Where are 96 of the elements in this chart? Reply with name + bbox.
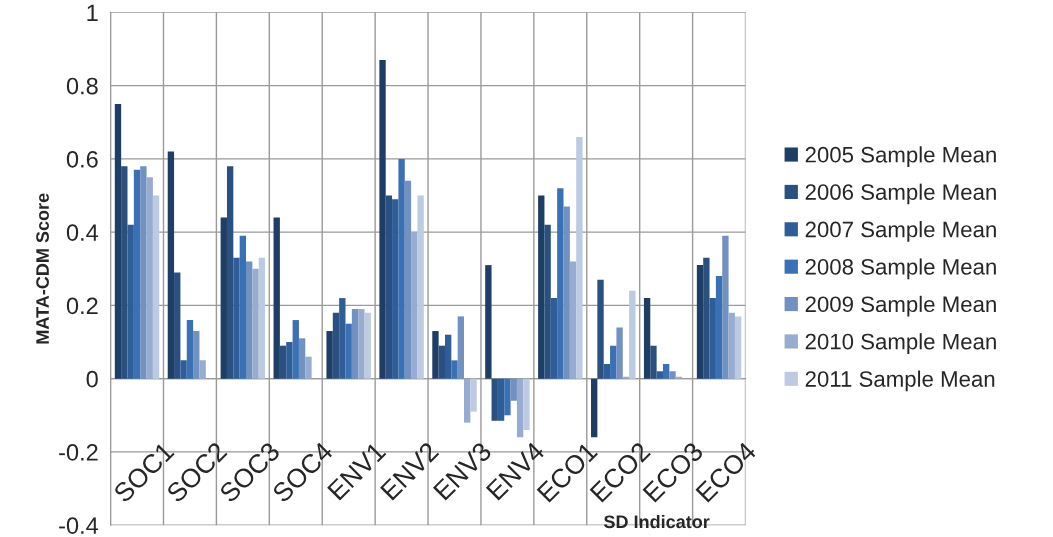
bar <box>298 338 306 379</box>
bar <box>662 364 670 379</box>
bar <box>121 166 128 379</box>
bar <box>457 316 465 379</box>
bar <box>246 261 253 379</box>
legend-label: 2009 Sample Mean <box>805 295 996 317</box>
bar <box>550 298 558 379</box>
bar <box>451 360 458 379</box>
bar <box>557 188 564 379</box>
bar <box>167 151 175 379</box>
bar <box>358 309 365 379</box>
bar <box>516 378 524 438</box>
y-tick-label: 0.4 <box>66 224 99 241</box>
bar <box>398 158 405 379</box>
bar <box>576 136 583 379</box>
bar <box>485 265 492 379</box>
bar <box>233 257 240 379</box>
bar <box>610 345 617 379</box>
bar <box>279 345 287 379</box>
bar <box>703 257 710 379</box>
bar <box>273 217 280 379</box>
bar <box>199 360 206 379</box>
bar <box>339 298 346 379</box>
legend-label: 2005 Sample Mean <box>805 146 996 167</box>
bar <box>523 378 530 430</box>
bar <box>734 316 742 379</box>
bar <box>544 224 551 379</box>
bar <box>411 232 418 379</box>
y-tick-label: -0.4 <box>59 517 99 534</box>
bar <box>591 378 598 438</box>
bar <box>470 378 477 412</box>
bar <box>351 309 359 379</box>
bar <box>114 103 122 379</box>
y-tick-label: 1 <box>87 4 98 21</box>
legend-label: 2011 Sample Mean <box>805 370 995 392</box>
bar <box>722 235 729 379</box>
bar <box>629 290 636 379</box>
bar <box>140 166 147 379</box>
legend-label: 2008 Sample Mean <box>805 258 996 280</box>
bar <box>226 166 234 379</box>
bar <box>379 59 386 379</box>
bar <box>305 356 312 379</box>
y-tick-label: 0 <box>86 370 98 388</box>
bar <box>538 195 545 379</box>
bar <box>603 364 611 379</box>
y-tick-label: 0.8 <box>66 77 98 95</box>
bar <box>510 378 517 401</box>
bar <box>239 235 247 379</box>
y-axis-title: MATA-CDM Score <box>36 193 49 344</box>
bar <box>569 261 577 379</box>
bar <box>491 378 498 421</box>
bar <box>326 331 333 379</box>
bar <box>444 334 452 379</box>
bar <box>392 199 399 379</box>
bar <box>643 298 651 379</box>
x-axis-title: SD Indicator <box>603 514 710 529</box>
bar <box>127 224 134 379</box>
bar <box>292 320 299 379</box>
legend-label: 2007 Sample Mean <box>805 221 996 242</box>
bar <box>597 279 604 379</box>
bar <box>715 276 723 379</box>
bar <box>616 327 623 379</box>
bar <box>650 345 657 379</box>
bar <box>152 195 160 379</box>
bar <box>364 312 371 379</box>
bar <box>432 331 439 379</box>
bar <box>497 378 505 421</box>
bar <box>438 345 445 379</box>
bar <box>174 272 181 379</box>
bar <box>417 195 424 379</box>
bar <box>345 323 352 379</box>
legend-label: 2006 Sample Mean <box>805 183 996 205</box>
bar <box>193 331 200 379</box>
bar <box>656 371 663 379</box>
bar <box>220 217 227 379</box>
y-tick-label: 0.2 <box>66 297 98 315</box>
bar <box>464 378 471 423</box>
bar <box>504 378 511 416</box>
bar <box>180 360 187 379</box>
bar <box>385 195 393 379</box>
bar <box>709 298 716 379</box>
bar <box>146 177 153 379</box>
legend-label: 2010 Sample Mean <box>805 333 996 354</box>
bar <box>133 169 141 379</box>
bar <box>286 342 293 379</box>
bar <box>728 312 735 379</box>
bar <box>563 206 570 379</box>
bar <box>252 268 259 379</box>
bar <box>696 265 704 379</box>
y-tick-label: -0.2 <box>59 443 98 461</box>
bar <box>258 257 266 379</box>
bar <box>669 371 676 379</box>
bar <box>186 320 194 379</box>
bar <box>404 180 412 379</box>
bar <box>332 312 340 379</box>
y-tick-label: 0.6 <box>66 150 98 168</box>
